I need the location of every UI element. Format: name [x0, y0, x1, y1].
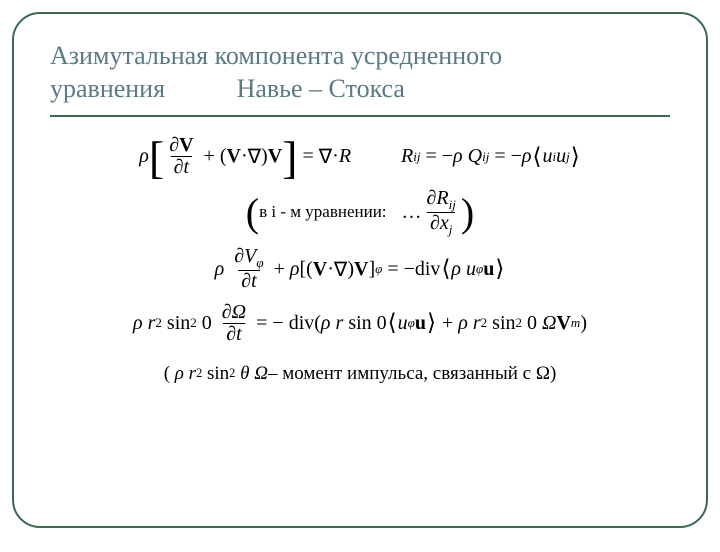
rho: ρ [139, 145, 149, 168]
title-line2b: Навье – Стокса [237, 74, 405, 103]
note-tail: – момент импульса, связанный с Ω) [268, 363, 556, 385]
title-line1: Азимутальная компонента усредненного [50, 41, 502, 70]
rbracket: ] [282, 142, 297, 174]
frac-dVdt: ∂V ∂t [166, 135, 196, 178]
eq-row-2: ( в i - м уравнении: … ∂Rij ∂xj ) [50, 188, 670, 236]
eq1-right: Rij = −ρ Qij = −ρ ⟨uiuj⟩ [401, 144, 581, 170]
eq1-left: ρ [ ∂V ∂t + (V·∇)V ] = ∇·R [139, 135, 351, 178]
title-line2a: уравнения [50, 74, 165, 103]
slide-frame: Азимутальная компонента усредненного ура… [12, 12, 708, 528]
slide-title: Азимутальная компонента усредненного ура… [50, 40, 670, 105]
eq-row-1: ρ [ ∂V ∂t + (V·∇)V ] = ∇·R Rij = −ρ Qij … [50, 135, 670, 178]
eq-row-5-note: ( ρ r2 sin2 θ Ω – момент импульса, связа… [50, 363, 670, 385]
title-divider [50, 115, 670, 117]
in-ith-eq-text: в i - м уравнении: [259, 202, 386, 222]
frac-dOmega-dt: ∂Ω ∂t [219, 302, 249, 345]
eq-row-4: ρ r2 sin2 0 ∂Ω ∂t = − div(ρ r sin 0 ⟨uφu… [50, 302, 670, 345]
lbracket: [ [149, 142, 164, 174]
frac-dVphi-dt: ∂Vφ ∂t [231, 246, 266, 292]
eq-row-3: ρ ∂Vφ ∂t + ρ[(V·∇)V]φ = −div ⟨ρ uφu⟩ [50, 246, 670, 292]
equations-area: ρ [ ∂V ∂t + (V·∇)V ] = ∇·R Rij = −ρ Qij … [50, 135, 670, 385]
frac-dRij-dxj: ∂Rij ∂xj [424, 188, 459, 236]
